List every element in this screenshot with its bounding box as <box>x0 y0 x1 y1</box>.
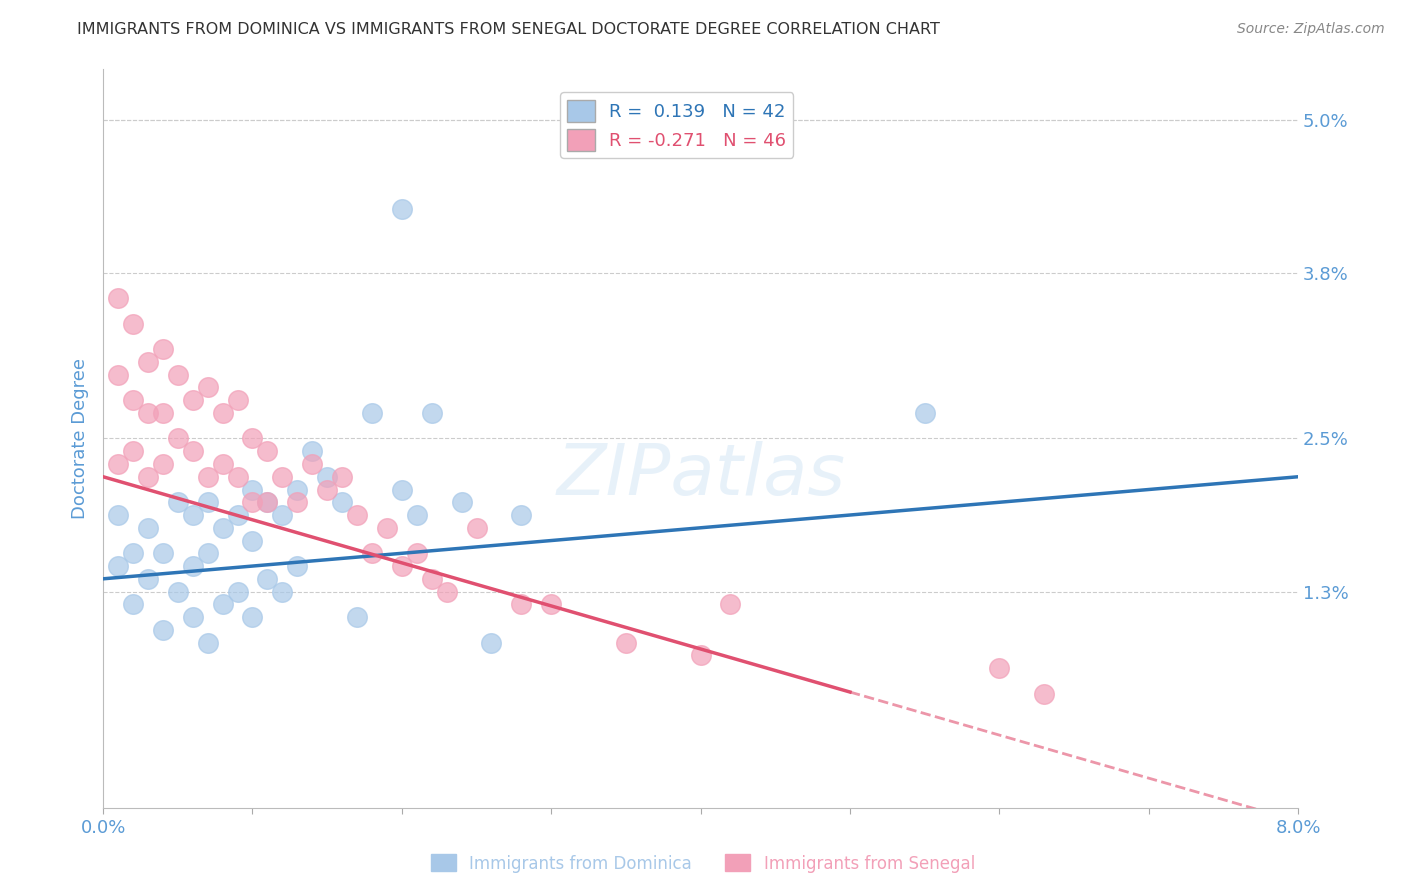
Point <box>271 469 294 483</box>
Point <box>226 508 249 522</box>
Point <box>152 546 174 560</box>
Point <box>256 444 278 458</box>
Point <box>197 546 219 560</box>
Point <box>301 457 323 471</box>
Point <box>689 648 711 663</box>
Point <box>181 610 204 624</box>
Point <box>510 597 533 611</box>
Point <box>107 508 129 522</box>
Point <box>136 355 159 369</box>
Point <box>122 317 145 331</box>
Legend: Immigrants from Dominica, Immigrants from Senegal: Immigrants from Dominica, Immigrants fro… <box>425 847 981 880</box>
Point <box>301 444 323 458</box>
Point <box>540 597 562 611</box>
Point <box>197 380 219 394</box>
Point <box>152 342 174 356</box>
Point <box>316 469 339 483</box>
Point <box>211 521 233 535</box>
Point <box>420 572 443 586</box>
Point <box>136 521 159 535</box>
Point <box>510 508 533 522</box>
Point <box>166 432 188 446</box>
Point <box>330 495 353 509</box>
Point <box>122 444 145 458</box>
Text: Source: ZipAtlas.com: Source: ZipAtlas.com <box>1237 22 1385 37</box>
Point <box>152 623 174 637</box>
Point <box>256 572 278 586</box>
Point <box>166 495 188 509</box>
Point <box>256 495 278 509</box>
Point <box>226 393 249 408</box>
Point <box>391 483 413 497</box>
Point <box>166 584 188 599</box>
Point <box>346 610 368 624</box>
Point <box>107 291 129 305</box>
Point <box>211 457 233 471</box>
Point <box>285 559 308 574</box>
Point <box>211 406 233 420</box>
Point <box>720 597 742 611</box>
Point <box>405 546 427 560</box>
Point <box>285 495 308 509</box>
Point <box>166 368 188 382</box>
Point <box>346 508 368 522</box>
Point <box>152 406 174 420</box>
Point <box>197 495 219 509</box>
Point <box>122 597 145 611</box>
Point <box>242 432 264 446</box>
Point <box>914 406 936 420</box>
Point <box>330 469 353 483</box>
Point <box>375 521 398 535</box>
Point <box>242 610 264 624</box>
Point <box>436 584 458 599</box>
Point <box>420 406 443 420</box>
Point <box>181 508 204 522</box>
Point <box>136 469 159 483</box>
Point <box>197 635 219 649</box>
Point <box>361 546 384 560</box>
Text: ZIPatlas: ZIPatlas <box>557 441 845 510</box>
Point <box>152 457 174 471</box>
Point <box>122 393 145 408</box>
Y-axis label: Doctorate Degree: Doctorate Degree <box>72 358 89 519</box>
Text: IMMIGRANTS FROM DOMINICA VS IMMIGRANTS FROM SENEGAL DOCTORATE DEGREE CORRELATION: IMMIGRANTS FROM DOMINICA VS IMMIGRANTS F… <box>77 22 941 37</box>
Point <box>271 508 294 522</box>
Point <box>481 635 503 649</box>
Point <box>242 483 264 497</box>
Point <box>256 495 278 509</box>
Point <box>391 559 413 574</box>
Point <box>197 469 219 483</box>
Point <box>226 469 249 483</box>
Point <box>181 559 204 574</box>
Point <box>226 584 249 599</box>
Point <box>122 546 145 560</box>
Point <box>181 393 204 408</box>
Point <box>107 368 129 382</box>
Point <box>405 508 427 522</box>
Point <box>136 572 159 586</box>
Point <box>614 635 637 649</box>
Point <box>181 444 204 458</box>
Point <box>450 495 472 509</box>
Point <box>271 584 294 599</box>
Point <box>107 559 129 574</box>
Point <box>465 521 488 535</box>
Point <box>136 406 159 420</box>
Point <box>107 457 129 471</box>
Point <box>211 597 233 611</box>
Point <box>285 483 308 497</box>
Legend: R =  0.139   N = 42, R = -0.271   N = 46: R = 0.139 N = 42, R = -0.271 N = 46 <box>560 93 793 158</box>
Point <box>1033 687 1056 701</box>
Point <box>242 495 264 509</box>
Point <box>988 661 1011 675</box>
Point <box>361 406 384 420</box>
Point <box>391 202 413 216</box>
Point <box>316 483 339 497</box>
Point <box>242 533 264 548</box>
